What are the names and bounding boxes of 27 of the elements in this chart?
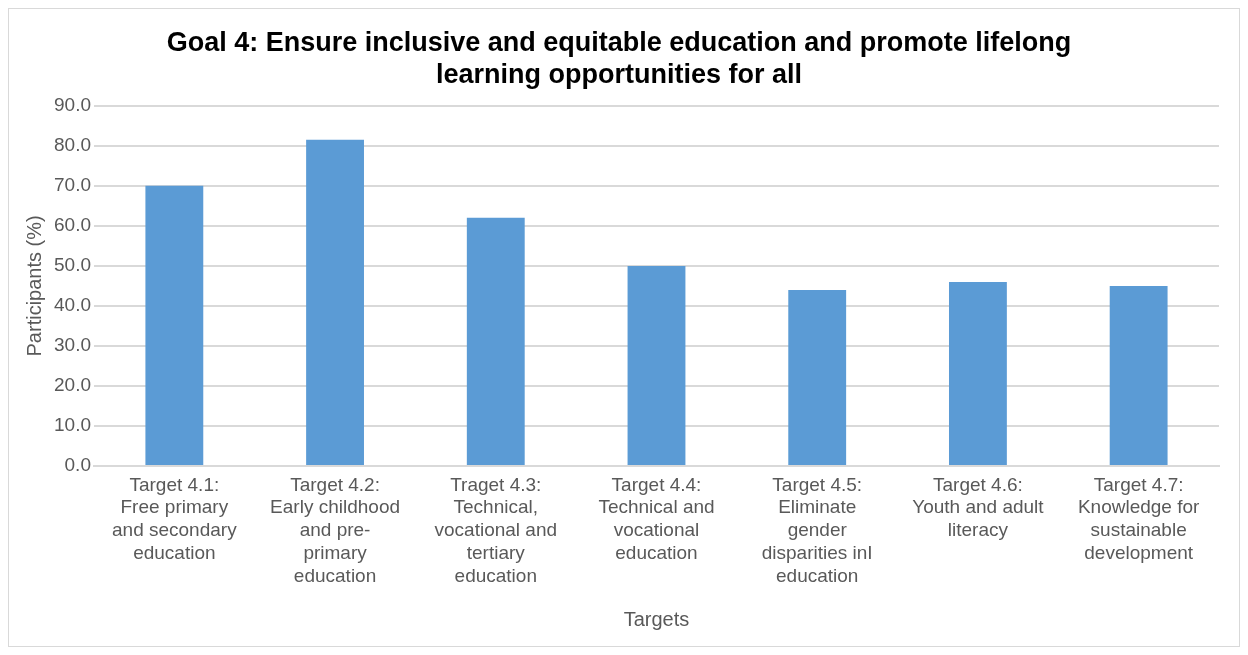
y-tick-label: 50.0 xyxy=(54,254,91,276)
chart-title: Goal 4: Ensure inclusive and equitable education and promote lifelong learning opportunities for all xyxy=(166,26,1072,90)
y-tick-label: 90.0 xyxy=(54,94,91,116)
bar xyxy=(466,217,525,465)
bar xyxy=(627,265,686,465)
x-tick-label: Target 4.4: Technical and vocational education xyxy=(598,473,715,564)
y-tick-label: 60.0 xyxy=(54,214,91,236)
bar xyxy=(306,139,364,465)
bar xyxy=(145,185,204,465)
y-axis-title: Participants (%) xyxy=(22,215,45,357)
x-tick-label: Traget 4.3: Technical, vocational and tertiary education xyxy=(434,473,558,586)
y-tick-label: 20.0 xyxy=(54,374,91,396)
x-tick-label: Target 4.5: Eliminate gender disparities inI education xyxy=(761,473,873,586)
y-tick-label: 80.0 xyxy=(54,134,91,156)
bar xyxy=(1109,285,1168,465)
x-tick-label: Target 4.1: Free primary and secondary education xyxy=(112,473,238,564)
bar xyxy=(788,289,847,465)
x-tick-label: Target 4.6: Youth and adult literacy xyxy=(912,473,1045,541)
bar xyxy=(949,281,1007,465)
y-tick-label: 10.0 xyxy=(54,414,91,436)
y-tick-label: 0.0 xyxy=(64,454,91,476)
y-tick-label: 70.0 xyxy=(54,174,91,196)
y-tick-label: 40.0 xyxy=(54,294,91,316)
x-axis-title: Targets xyxy=(623,607,690,630)
x-tick-label: Target 4.2: Early childhood and pre-primary education xyxy=(270,473,401,586)
x-tick-label: Target 4.7: Knowledge for sustainable development xyxy=(1077,473,1201,564)
y-tick-label: 30.0 xyxy=(54,334,91,356)
